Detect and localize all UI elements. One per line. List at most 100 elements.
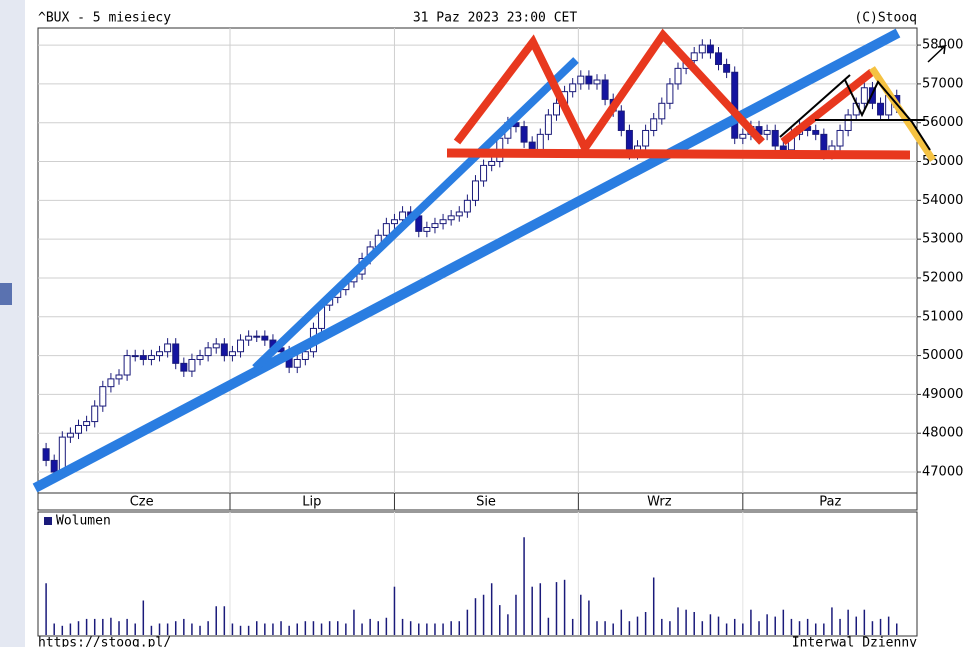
candle-body <box>666 83 674 104</box>
candle-body <box>301 351 309 360</box>
y-tick-label: 50000 <box>922 348 963 363</box>
candle-body <box>690 52 698 62</box>
chart-date: 31 Paz 2023 23:00 CET <box>413 11 578 26</box>
neckline <box>446 148 911 160</box>
candle-body <box>779 145 787 151</box>
y-tick-label: 52000 <box>922 270 963 285</box>
candle-body <box>293 358 301 368</box>
candle-body <box>382 223 390 236</box>
volume-frame <box>37 511 918 637</box>
y-tick-label: 57000 <box>922 76 963 91</box>
sketch-line <box>779 74 851 138</box>
candle-body <box>617 110 625 131</box>
candle-body <box>66 432 74 438</box>
trend-line <box>32 28 901 493</box>
candle-body <box>585 75 593 85</box>
candle-body <box>91 405 99 423</box>
candle-body <box>569 83 577 93</box>
x-tick-label: Lip <box>302 495 321 510</box>
candle-body <box>463 199 471 213</box>
candle-body <box>431 223 439 229</box>
candle-body <box>204 347 212 357</box>
candle-body <box>536 133 544 151</box>
side-tab <box>0 283 12 305</box>
candle-body <box>212 343 220 349</box>
y-tick-label: 58000 <box>922 38 963 53</box>
candle-body <box>180 362 188 372</box>
candle-body <box>228 351 236 357</box>
candle-body <box>123 355 131 376</box>
candle-body <box>488 161 496 166</box>
candle-body <box>115 374 123 380</box>
candle-body <box>237 339 245 353</box>
legend-label: Wolumen <box>56 514 111 529</box>
candle-body <box>50 459 58 473</box>
candle-body <box>261 335 269 341</box>
candle-body <box>107 378 115 388</box>
chart-title: ^BUX - 5 miesiecy <box>38 11 171 26</box>
candle-body <box>836 129 844 147</box>
candle-body <box>723 63 731 73</box>
sketch-line <box>844 79 931 151</box>
candle-body <box>455 211 463 217</box>
candle-body <box>139 355 147 360</box>
candle-body <box>447 215 455 221</box>
x-tick-label: Sie <box>476 495 496 510</box>
candle-body <box>245 335 253 341</box>
candle-body <box>771 129 779 147</box>
candle-body <box>739 133 747 139</box>
x-tick-label: Paz <box>819 495 841 510</box>
candle-body <box>658 102 666 120</box>
y-tick-label: 56000 <box>922 115 963 130</box>
y-tick-label: 47000 <box>922 465 963 480</box>
footer-url: https://stooq.pl/ <box>38 636 171 647</box>
candle-body <box>99 386 107 407</box>
candle-body <box>131 355 139 358</box>
candle-body <box>763 129 771 135</box>
y-tick-label: 54000 <box>922 193 963 208</box>
candle-body <box>220 343 228 357</box>
annotations <box>32 28 948 493</box>
candle-body <box>544 114 552 135</box>
candle-body <box>75 424 83 434</box>
candle-body <box>156 351 164 357</box>
y-tick-label: 48000 <box>922 426 963 441</box>
legend-swatch <box>44 517 52 525</box>
candle-body <box>642 129 650 147</box>
candle-body <box>877 102 885 116</box>
candle-body <box>147 355 155 360</box>
candle-body <box>552 102 560 116</box>
candle-body <box>439 219 447 225</box>
candle-body <box>593 79 601 85</box>
pattern-line <box>453 28 765 156</box>
pattern-line <box>780 68 875 146</box>
candle-body <box>698 44 706 54</box>
candle-body <box>601 79 609 100</box>
candle-body <box>471 180 479 201</box>
candle-body <box>42 448 50 461</box>
chart-source: (C)Stooq <box>854 11 917 26</box>
candle-body <box>650 118 658 131</box>
pattern-line <box>869 66 936 162</box>
candle-body <box>528 141 536 151</box>
side-strip <box>0 0 25 647</box>
axis-strip <box>37 492 918 511</box>
candle-body <box>58 436 66 473</box>
trend-line <box>252 57 579 371</box>
candle-body <box>188 358 196 372</box>
candle-body <box>844 114 852 131</box>
candle-body <box>577 75 585 85</box>
y-tick-label: 49000 <box>922 387 963 402</box>
candle-body <box>520 126 528 143</box>
candle-body <box>706 44 714 54</box>
marks: 47000 48000 49000 50000 51000 52000 53000 54000… <box>38 28 963 635</box>
footer-interval: Interwal Dzienny <box>792 636 917 647</box>
sketch-arrow <box>927 44 948 63</box>
candle-body <box>390 219 398 225</box>
candle-body <box>399 211 407 221</box>
candle-body <box>423 227 431 232</box>
candle-body <box>196 355 204 360</box>
candle-body <box>674 67 682 85</box>
